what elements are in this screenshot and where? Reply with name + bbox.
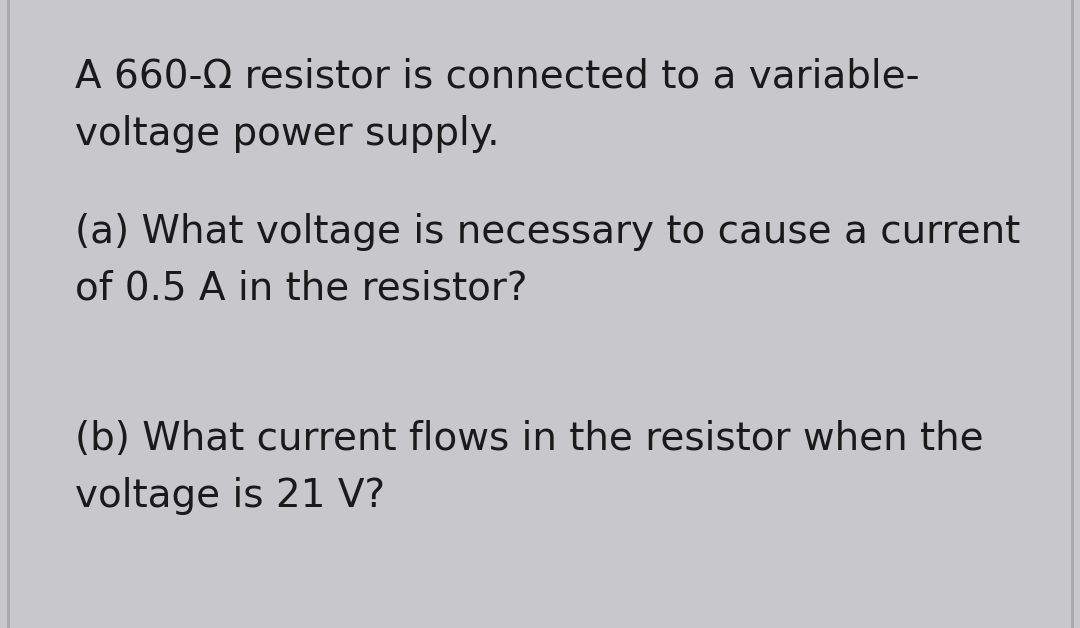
Text: A 660-Ω resistor is connected to a variable-: A 660-Ω resistor is connected to a varia… (75, 58, 920, 96)
Text: voltage power supply.: voltage power supply. (75, 115, 500, 153)
Text: voltage is 21 V?: voltage is 21 V? (75, 477, 386, 515)
Text: (b) What current flows in the resistor when the: (b) What current flows in the resistor w… (75, 420, 984, 458)
Text: (a) What voltage is necessary to cause a current: (a) What voltage is necessary to cause a… (75, 213, 1021, 251)
Text: of 0.5 A in the resistor?: of 0.5 A in the resistor? (75, 270, 527, 308)
